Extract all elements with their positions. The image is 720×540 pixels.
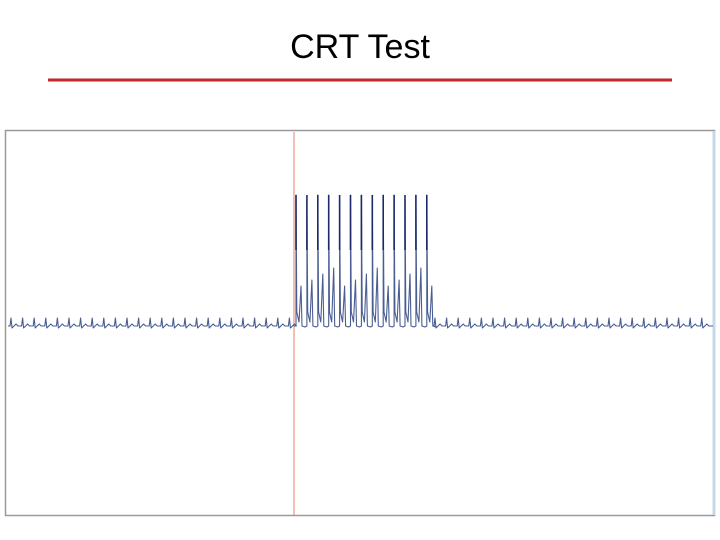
trace-panel xyxy=(4,129,716,517)
trace xyxy=(8,194,713,329)
slide-title: CRT Test xyxy=(290,28,430,66)
